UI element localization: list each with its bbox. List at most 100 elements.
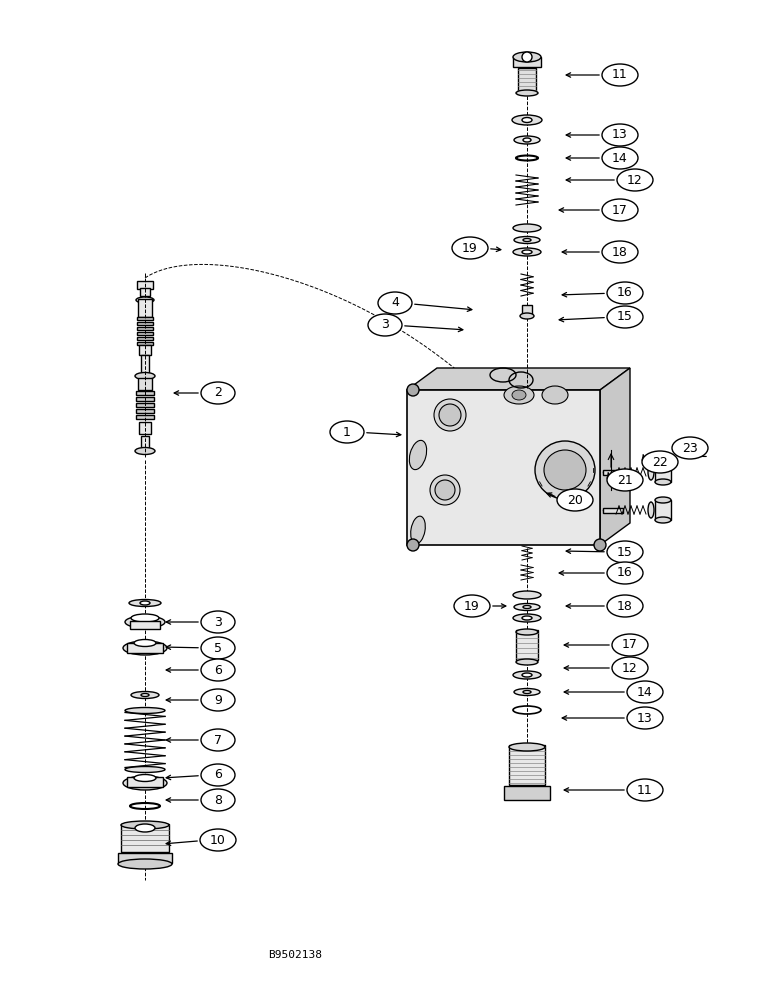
Ellipse shape (454, 595, 490, 617)
Ellipse shape (542, 386, 568, 404)
Text: 4: 4 (391, 296, 399, 310)
Ellipse shape (607, 541, 643, 563)
Ellipse shape (655, 517, 671, 523)
Bar (603, 470, 623, 475)
Text: 2: 2 (214, 386, 222, 399)
Ellipse shape (516, 629, 538, 635)
Bar (140, 288, 150, 296)
Ellipse shape (607, 595, 643, 617)
Circle shape (407, 384, 419, 396)
Ellipse shape (201, 659, 235, 681)
Ellipse shape (435, 480, 455, 500)
Text: 8: 8 (214, 794, 222, 806)
Ellipse shape (514, 603, 540, 610)
Bar (518, 68, 536, 92)
Bar (121, 824, 169, 852)
Text: 6: 6 (214, 664, 222, 676)
Ellipse shape (627, 779, 663, 801)
Ellipse shape (125, 708, 165, 714)
Ellipse shape (135, 372, 155, 379)
Circle shape (522, 52, 532, 62)
Ellipse shape (201, 729, 235, 751)
Bar (655, 462, 671, 482)
Ellipse shape (131, 614, 159, 622)
Text: 19: 19 (462, 241, 478, 254)
Ellipse shape (134, 774, 156, 782)
Ellipse shape (648, 502, 654, 518)
Ellipse shape (201, 637, 235, 659)
Ellipse shape (523, 138, 531, 142)
Text: 20: 20 (567, 493, 583, 506)
Bar (139, 422, 151, 434)
Text: 3: 3 (381, 318, 389, 332)
Ellipse shape (617, 169, 653, 191)
Text: 16: 16 (617, 286, 633, 300)
Ellipse shape (125, 616, 165, 628)
Ellipse shape (522, 117, 532, 122)
Bar (138, 299, 152, 317)
Ellipse shape (134, 640, 156, 647)
Ellipse shape (672, 437, 708, 459)
Ellipse shape (118, 859, 172, 869)
Ellipse shape (516, 90, 538, 96)
Text: 10: 10 (210, 834, 226, 846)
Ellipse shape (129, 599, 161, 606)
Bar (118, 853, 172, 863)
Text: 5: 5 (214, 642, 222, 654)
Ellipse shape (123, 776, 167, 790)
Bar (127, 777, 163, 787)
Ellipse shape (516, 659, 538, 665)
Bar (137, 332, 153, 334)
Ellipse shape (434, 399, 466, 431)
Text: 18: 18 (617, 599, 633, 612)
Bar (139, 345, 151, 355)
Text: 7: 7 (214, 734, 222, 746)
Ellipse shape (607, 562, 643, 584)
Ellipse shape (523, 238, 531, 241)
Bar (509, 745, 545, 785)
Ellipse shape (514, 688, 540, 696)
Ellipse shape (607, 282, 643, 304)
Ellipse shape (522, 616, 532, 620)
Ellipse shape (627, 681, 663, 703)
Ellipse shape (602, 64, 638, 86)
Text: 19: 19 (464, 599, 480, 612)
Text: 14: 14 (637, 686, 653, 698)
Bar (136, 391, 154, 395)
Text: 13: 13 (612, 128, 628, 141)
Ellipse shape (513, 224, 541, 232)
Ellipse shape (523, 605, 531, 608)
Bar (655, 500, 671, 520)
Text: 16: 16 (617, 566, 633, 580)
Ellipse shape (140, 601, 150, 605)
Ellipse shape (522, 673, 532, 677)
Ellipse shape (602, 241, 638, 263)
Bar (141, 355, 149, 375)
Ellipse shape (200, 829, 236, 851)
Ellipse shape (513, 248, 541, 256)
Ellipse shape (557, 489, 593, 511)
Ellipse shape (602, 199, 638, 221)
Ellipse shape (509, 743, 545, 751)
Polygon shape (407, 368, 630, 390)
Bar (137, 326, 153, 330)
Bar (137, 322, 153, 324)
Bar (136, 415, 154, 419)
Ellipse shape (136, 297, 154, 303)
Ellipse shape (409, 440, 427, 470)
Ellipse shape (612, 634, 648, 656)
Bar (137, 336, 153, 340)
Ellipse shape (544, 450, 586, 490)
Bar (513, 57, 541, 67)
Ellipse shape (648, 464, 654, 480)
Text: 14: 14 (612, 151, 628, 164)
Text: 12: 12 (627, 174, 643, 186)
Bar (522, 305, 532, 315)
Text: 9: 9 (214, 694, 222, 706)
Ellipse shape (452, 237, 488, 259)
Ellipse shape (141, 694, 149, 696)
Ellipse shape (520, 313, 534, 319)
Ellipse shape (535, 441, 595, 499)
Bar (504, 786, 550, 800)
Ellipse shape (121, 821, 169, 829)
